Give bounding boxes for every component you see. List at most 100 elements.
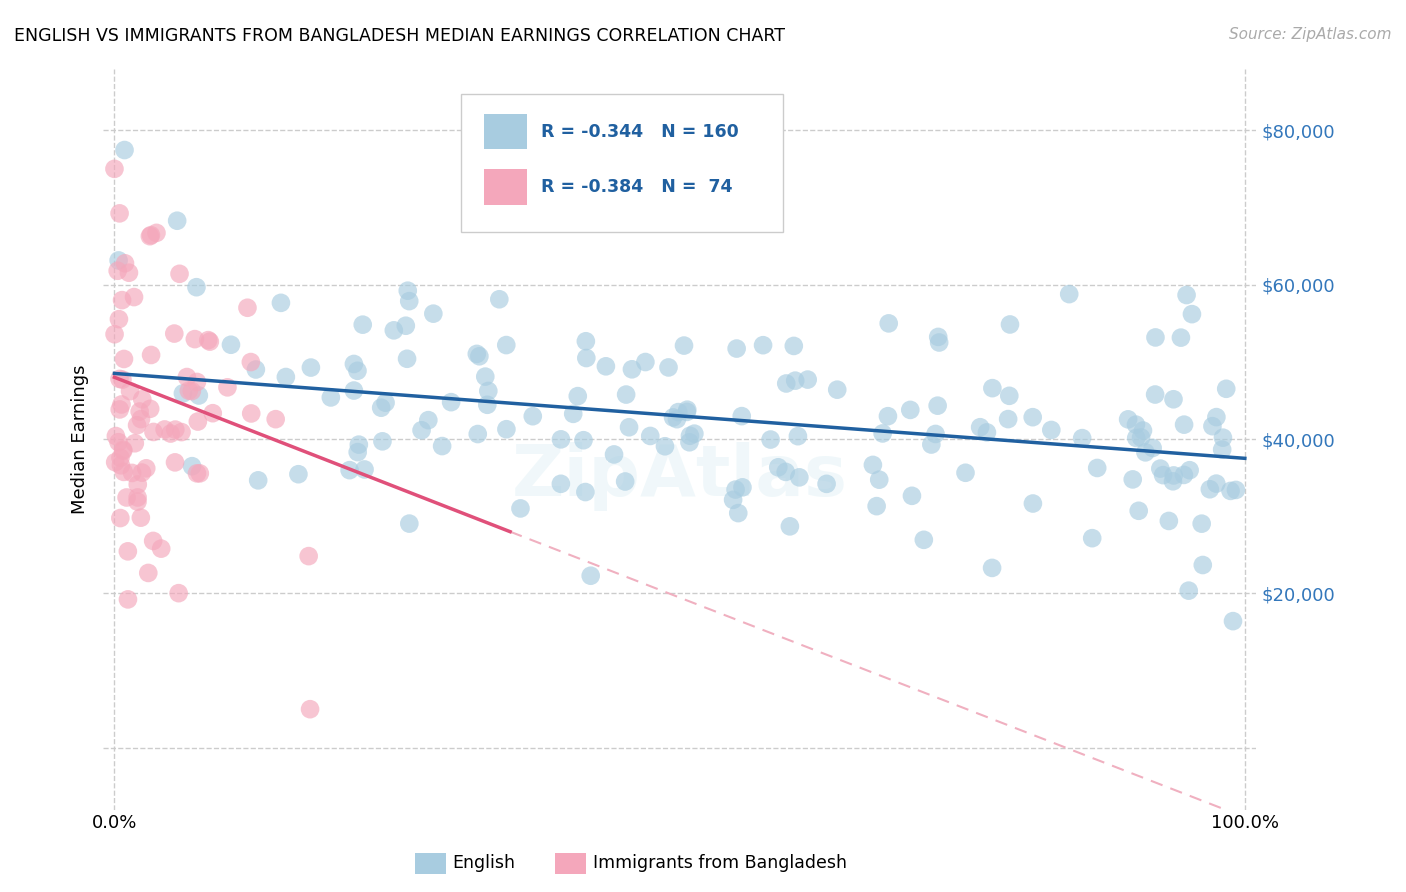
Text: ENGLISH VS IMMIGRANTS FROM BANGLADESH MEDIAN EARNINGS CORRELATION CHART: ENGLISH VS IMMIGRANTS FROM BANGLADESH ME… xyxy=(14,27,785,45)
Point xyxy=(1135,445,1157,459)
Point xyxy=(319,391,342,405)
Point xyxy=(976,425,998,440)
Point xyxy=(477,384,499,398)
Point xyxy=(159,426,181,441)
Point xyxy=(614,475,637,489)
Point xyxy=(217,380,239,394)
Point xyxy=(1022,496,1045,510)
Point xyxy=(165,423,187,437)
Point xyxy=(1144,330,1167,344)
Point xyxy=(495,422,517,436)
Point xyxy=(775,376,797,391)
Point xyxy=(418,413,440,427)
Point xyxy=(139,401,162,416)
Point xyxy=(575,334,598,349)
Point xyxy=(177,384,200,398)
Point xyxy=(1191,516,1213,531)
Point xyxy=(638,429,661,443)
Point xyxy=(678,435,700,450)
Point xyxy=(124,436,146,450)
Point xyxy=(239,355,262,369)
Point xyxy=(396,284,419,298)
Point xyxy=(440,395,463,409)
Point xyxy=(287,467,309,482)
Point xyxy=(139,228,162,243)
Point xyxy=(928,335,950,350)
Point xyxy=(495,338,517,352)
Point xyxy=(1222,614,1244,628)
Point xyxy=(131,392,153,407)
Point xyxy=(1149,461,1171,475)
Point xyxy=(343,357,366,371)
Point xyxy=(477,398,499,412)
Point xyxy=(1142,441,1164,455)
Point xyxy=(595,359,617,374)
Point xyxy=(135,461,157,475)
Text: Source: ZipAtlas.com: Source: ZipAtlas.com xyxy=(1229,27,1392,42)
Point xyxy=(1170,331,1192,345)
Point xyxy=(574,485,596,500)
Point xyxy=(112,442,135,457)
Point xyxy=(117,592,139,607)
Point xyxy=(163,455,186,469)
Point xyxy=(614,387,637,401)
Point xyxy=(370,401,392,415)
Point xyxy=(240,407,263,421)
Point xyxy=(872,426,894,441)
Point xyxy=(395,318,418,333)
Point xyxy=(108,206,131,220)
Point xyxy=(353,462,375,476)
Point xyxy=(274,370,297,384)
Point xyxy=(107,435,129,450)
Point xyxy=(920,437,942,451)
Point xyxy=(789,470,811,484)
Point xyxy=(1085,461,1108,475)
Point xyxy=(347,437,370,451)
Point xyxy=(398,516,420,531)
Point xyxy=(1122,472,1144,486)
Point xyxy=(111,373,134,387)
Point xyxy=(430,439,453,453)
Point xyxy=(112,443,135,458)
Point xyxy=(122,290,145,304)
Point xyxy=(339,463,361,477)
Point xyxy=(121,466,143,480)
Point xyxy=(927,399,949,413)
Point xyxy=(150,541,173,556)
Point xyxy=(104,455,127,469)
Point xyxy=(186,467,208,481)
Point xyxy=(796,373,818,387)
Point xyxy=(127,477,149,491)
Point xyxy=(1161,475,1184,489)
Point xyxy=(131,466,153,480)
Point xyxy=(110,397,132,411)
Point xyxy=(1116,412,1139,426)
Point xyxy=(779,519,801,533)
Point xyxy=(877,409,900,424)
Point xyxy=(127,494,149,508)
Point xyxy=(1198,482,1220,496)
Point xyxy=(163,326,186,341)
Point xyxy=(371,434,394,449)
Point xyxy=(180,384,202,398)
Point xyxy=(184,332,207,346)
Point xyxy=(136,566,159,580)
Point xyxy=(579,568,602,582)
Point xyxy=(562,407,585,421)
Point xyxy=(125,418,148,433)
Point xyxy=(657,360,679,375)
Point xyxy=(1211,442,1233,457)
Point xyxy=(683,426,706,441)
Point xyxy=(998,389,1021,403)
Point xyxy=(187,388,209,402)
Point xyxy=(898,403,921,417)
Point xyxy=(110,450,132,465)
Point xyxy=(1205,410,1227,425)
Point xyxy=(877,317,900,331)
Point xyxy=(725,342,748,356)
Point xyxy=(186,280,208,294)
Point xyxy=(620,362,643,376)
Point xyxy=(411,423,433,437)
Point xyxy=(145,226,167,240)
Point xyxy=(1163,468,1185,483)
